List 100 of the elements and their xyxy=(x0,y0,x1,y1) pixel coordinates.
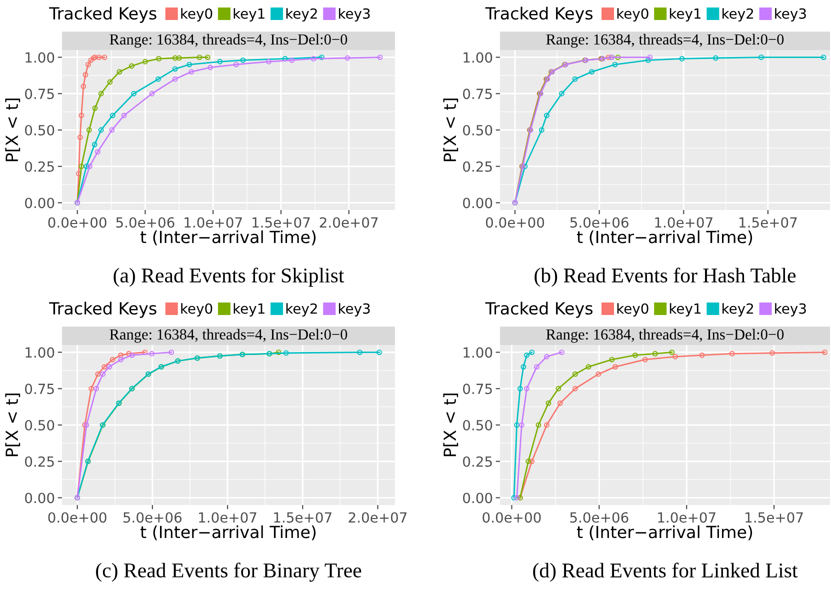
chart-subtitle: Range: 16384, threads=4, Ins−Del:0−0 xyxy=(546,328,784,343)
point xyxy=(118,352,124,358)
point xyxy=(82,72,88,78)
x-tick-label: 5.0e+06 xyxy=(570,217,628,228)
point xyxy=(536,422,542,428)
point xyxy=(217,58,223,64)
point xyxy=(557,400,563,406)
point xyxy=(172,66,178,72)
point xyxy=(96,54,102,60)
point xyxy=(92,142,98,148)
legend-label: key3 xyxy=(775,303,806,317)
point xyxy=(586,364,592,370)
point xyxy=(526,458,532,464)
x-tick-label: 1.0e+07 xyxy=(655,217,712,228)
legend-label: key3 xyxy=(775,8,806,22)
y-tick-label: 0.50 xyxy=(463,420,492,430)
point xyxy=(109,127,115,133)
y-tick-label: 0.50 xyxy=(463,124,492,136)
y-axis-title: P[X < t] xyxy=(443,98,458,162)
y-tick-label: 0.00 xyxy=(463,198,492,208)
point xyxy=(80,84,86,90)
point xyxy=(546,400,552,406)
point xyxy=(196,54,202,60)
legend-label: key3 xyxy=(338,303,370,317)
x-tick-label: 1.5e+07 xyxy=(740,217,797,228)
point xyxy=(149,351,155,356)
point xyxy=(95,371,101,377)
point xyxy=(168,350,174,355)
point xyxy=(204,54,210,60)
point xyxy=(517,386,523,392)
y-tick-label: 0.25 xyxy=(463,161,492,172)
y-tick-label: 0.25 xyxy=(25,161,54,172)
point xyxy=(266,58,272,64)
point xyxy=(102,364,108,370)
point xyxy=(647,54,653,60)
line-series xyxy=(74,350,174,500)
chart-subtitle: Range: 16384, threads=4, Ins−Del:0−0 xyxy=(110,34,348,48)
point xyxy=(559,350,564,355)
y-axis-title: P[X < t] xyxy=(443,394,458,456)
line-series xyxy=(74,54,383,206)
point xyxy=(318,54,324,60)
point xyxy=(514,495,520,500)
point xyxy=(518,422,524,428)
point xyxy=(100,371,106,377)
legend-label: key2 xyxy=(722,303,754,317)
point xyxy=(98,127,104,133)
point xyxy=(642,356,648,362)
point xyxy=(729,351,735,356)
y-tick-label: 1.00 xyxy=(464,347,492,358)
point xyxy=(283,350,289,356)
y-tick-label: 0.75 xyxy=(463,384,492,394)
point xyxy=(94,386,99,392)
point xyxy=(116,69,122,75)
point xyxy=(240,57,246,63)
text: (c) Read Events for Binary Tree xyxy=(96,562,362,582)
y-tick-label: 0.00 xyxy=(463,492,492,504)
y-tick-label: 1.00 xyxy=(26,347,54,358)
point xyxy=(156,56,162,62)
point xyxy=(672,354,678,360)
legend-label: key0 xyxy=(617,303,648,317)
point xyxy=(88,57,94,63)
x-tick-label: 0.0e+00 xyxy=(482,512,541,523)
x-tick-label: 1.5e+07 xyxy=(274,512,332,523)
x-tick-label: 1.5e+07 xyxy=(252,217,310,228)
y-axis-title: P[X < t] xyxy=(5,98,20,162)
point xyxy=(107,79,113,85)
point xyxy=(559,90,564,96)
legend-label: key2 xyxy=(286,303,317,317)
point xyxy=(652,351,658,356)
x-tick-label: 0.0e+00 xyxy=(48,512,106,523)
legend-label: key1 xyxy=(234,8,264,22)
point xyxy=(188,69,194,75)
point xyxy=(94,149,100,155)
y-tick-label: 1.00 xyxy=(26,52,54,63)
x-tick-label: 5.0e+06 xyxy=(570,512,628,523)
legend-label: key0 xyxy=(181,8,212,22)
point xyxy=(524,352,530,358)
legend-title: Tracked Keys xyxy=(485,6,593,23)
y-tick-label: 0.50 xyxy=(25,420,54,430)
point xyxy=(572,371,578,377)
point xyxy=(172,55,178,61)
point xyxy=(589,69,594,75)
point xyxy=(572,76,578,82)
point xyxy=(615,54,621,60)
y-tick-label: 0.25 xyxy=(463,456,492,467)
point xyxy=(377,54,383,60)
point xyxy=(86,164,92,170)
point xyxy=(92,105,98,111)
point xyxy=(76,170,82,176)
y-tick-label: 0.00 xyxy=(25,198,54,208)
point xyxy=(276,350,282,355)
point xyxy=(129,352,135,358)
point xyxy=(121,112,127,118)
point xyxy=(310,56,316,62)
point xyxy=(110,356,116,362)
point xyxy=(78,112,84,118)
point xyxy=(669,350,675,355)
point xyxy=(118,356,124,362)
point xyxy=(612,62,618,68)
y-tick-label: 0.75 xyxy=(463,88,492,100)
